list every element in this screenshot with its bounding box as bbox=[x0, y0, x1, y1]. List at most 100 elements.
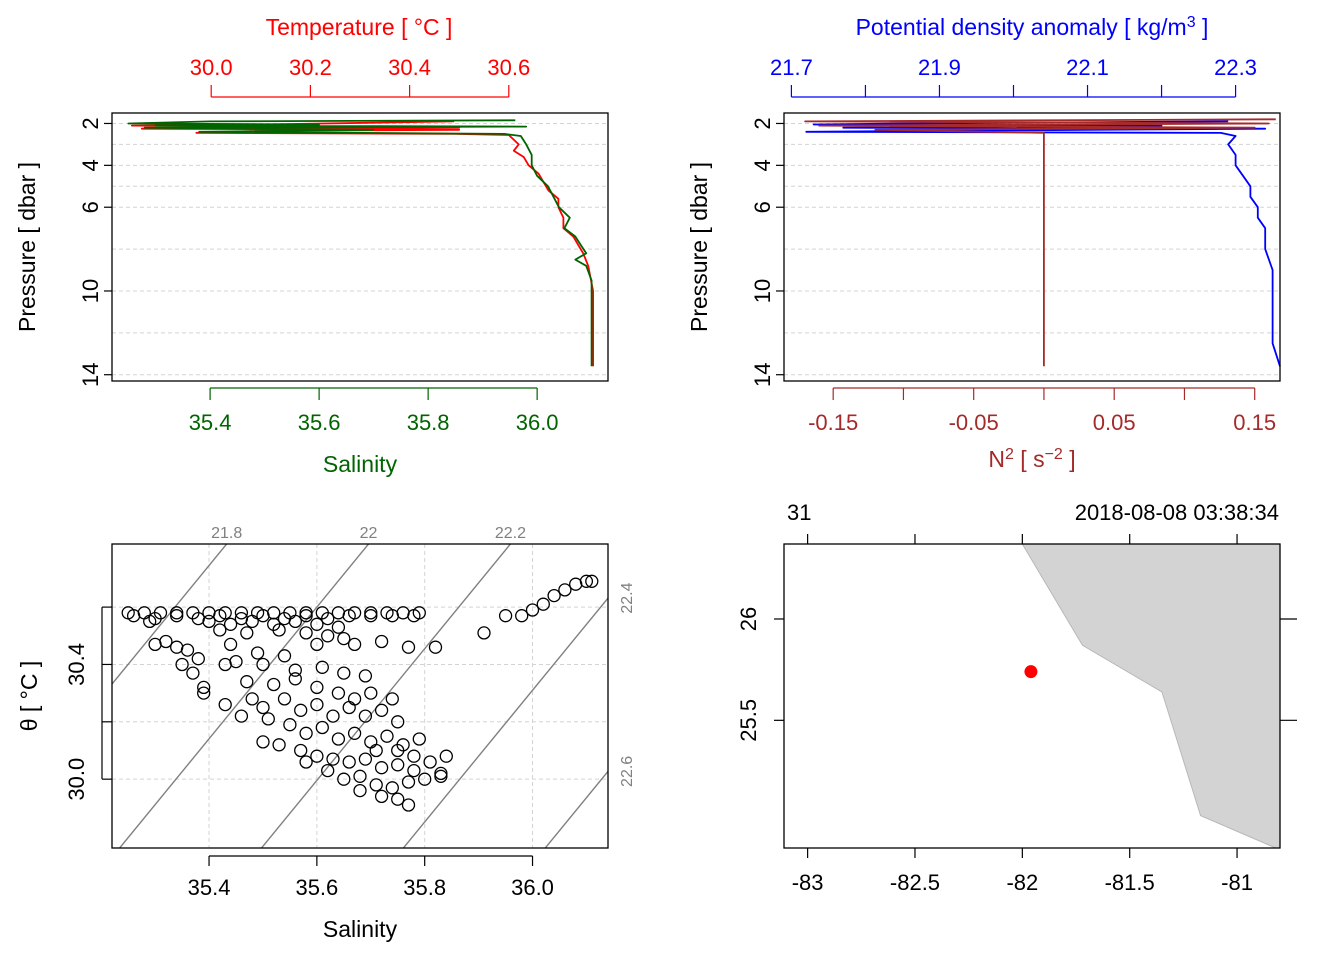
ts-point bbox=[374, 761, 389, 775]
ts-point bbox=[315, 720, 329, 735]
ts-point bbox=[364, 606, 378, 620]
cast-number-label: 31 bbox=[787, 500, 811, 525]
ts-point bbox=[202, 614, 216, 629]
ts-point bbox=[143, 614, 157, 629]
y-tick-label: 2 bbox=[78, 117, 103, 129]
series-line-salinity bbox=[127, 119, 593, 367]
ts-point bbox=[337, 666, 351, 680]
ts-point bbox=[294, 743, 308, 758]
title-part: Potential density anomaly [ kg/m bbox=[856, 14, 1187, 40]
top-tick-label: 30.4 bbox=[388, 55, 431, 80]
ts-point bbox=[213, 609, 227, 623]
ts-point bbox=[326, 709, 340, 723]
ts-point bbox=[364, 609, 378, 623]
x-tick-label: 35.4 bbox=[188, 875, 231, 900]
title-superscript: 2 bbox=[1005, 446, 1014, 463]
ts-point bbox=[197, 680, 211, 695]
title-part: ] bbox=[1063, 446, 1076, 472]
x-tick-label: -81 bbox=[1221, 870, 1253, 895]
ts-point bbox=[358, 669, 373, 683]
ts-point bbox=[299, 606, 313, 620]
ts-point bbox=[310, 637, 324, 652]
ts-point bbox=[358, 752, 373, 766]
station-map-panel: -83 -82.5 -82 -81.5 -81 31 2018-08-08 03:38:34… bbox=[736, 500, 1297, 895]
series-line-temperature bbox=[130, 120, 594, 367]
ts-point bbox=[558, 583, 572, 597]
ts-point bbox=[358, 709, 373, 723]
ts-point bbox=[391, 792, 405, 806]
ts-point bbox=[213, 623, 227, 637]
ts-point bbox=[299, 626, 313, 640]
ts-point bbox=[401, 640, 416, 654]
ts-point bbox=[331, 620, 346, 634]
ts-point bbox=[170, 640, 184, 654]
ts-point bbox=[353, 769, 367, 783]
ts-point bbox=[223, 637, 238, 652]
ts-points bbox=[121, 574, 599, 812]
ts-point bbox=[407, 763, 421, 778]
ts-point bbox=[186, 666, 200, 680]
ts-point bbox=[315, 660, 329, 674]
top-tick-label: 21.7 bbox=[770, 55, 813, 80]
x-tick-label: 35.6 bbox=[295, 875, 338, 900]
ts-point bbox=[391, 715, 405, 729]
isopycnal-label: 21.8 bbox=[211, 525, 242, 542]
ts-point bbox=[321, 763, 335, 778]
cast-datetime-label: 2018-08-08 03:38:34 bbox=[1075, 500, 1279, 525]
title-superscript: 3 bbox=[1187, 14, 1196, 31]
y-axis-title: θ [ °C ] bbox=[16, 661, 42, 732]
ts-point bbox=[353, 783, 367, 798]
ts-point bbox=[579, 574, 594, 588]
y-tick-label: 6 bbox=[78, 201, 103, 213]
bottom-tick-label: 0.05 bbox=[1093, 410, 1136, 435]
top-axis-title: Temperature [ °C ] bbox=[266, 14, 453, 40]
ts-point bbox=[423, 755, 437, 769]
ts-point bbox=[536, 597, 550, 611]
ts-point bbox=[585, 574, 599, 588]
ts-point bbox=[261, 712, 275, 726]
ts-point bbox=[347, 692, 362, 706]
ts-point bbox=[498, 609, 513, 623]
ts-point bbox=[170, 606, 184, 620]
station-marker bbox=[1024, 665, 1038, 679]
ts-point bbox=[321, 629, 335, 643]
ts-point bbox=[391, 758, 405, 772]
plot-frame bbox=[111, 543, 609, 849]
ts-point bbox=[175, 657, 189, 672]
ts-point bbox=[272, 738, 286, 752]
ts-point bbox=[310, 617, 324, 631]
ts-point bbox=[277, 692, 292, 706]
ts-point bbox=[477, 626, 491, 640]
ts-point bbox=[374, 789, 389, 804]
ts-point bbox=[418, 772, 432, 786]
y-tick-label: 10 bbox=[78, 279, 103, 303]
ts-point bbox=[337, 772, 351, 786]
ts-point bbox=[342, 609, 356, 623]
ts-point bbox=[277, 649, 292, 663]
ts-point bbox=[250, 646, 265, 660]
y-tick-label: 25.5 bbox=[736, 699, 761, 742]
ts-point bbox=[310, 680, 324, 695]
ts-point bbox=[439, 749, 453, 763]
ts-point bbox=[401, 775, 416, 789]
ts-point bbox=[294, 703, 308, 717]
ts-point bbox=[347, 726, 362, 740]
bottom-tick-label: 36.0 bbox=[516, 410, 559, 435]
y-axis-title: Pressure [ dbar ] bbox=[686, 162, 712, 332]
ts-point bbox=[283, 718, 297, 732]
ts-point bbox=[407, 749, 421, 763]
ts-point bbox=[515, 609, 529, 623]
x-tick-label: 35.8 bbox=[403, 875, 446, 900]
ts-point bbox=[288, 663, 302, 677]
ts-point bbox=[374, 634, 389, 649]
y-tick-label: 4 bbox=[750, 159, 775, 171]
ts-point bbox=[412, 732, 426, 746]
ts-point bbox=[267, 677, 281, 692]
ts-point bbox=[245, 692, 259, 706]
ts-point bbox=[310, 697, 324, 712]
ts-point bbox=[364, 735, 378, 749]
y-tick-label: 26 bbox=[736, 607, 761, 631]
ts-point bbox=[525, 603, 540, 617]
isopycnal-line bbox=[260, 544, 512, 848]
